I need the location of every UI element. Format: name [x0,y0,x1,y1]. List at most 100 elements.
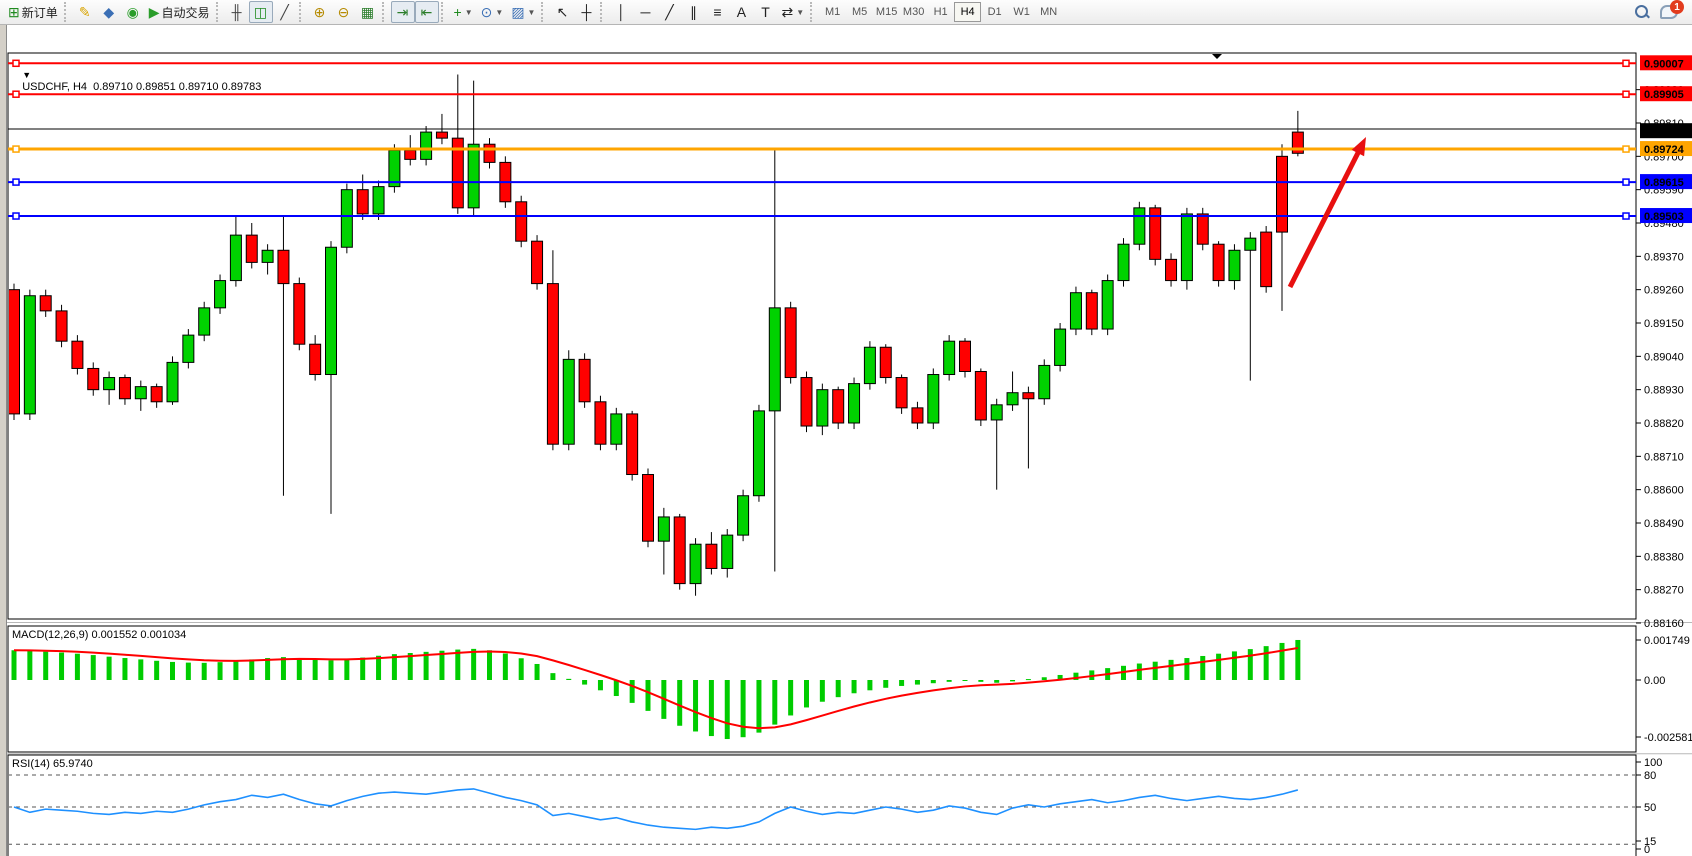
periods-button[interactable]: ⊙ ▼ [477,1,508,23]
bar-chart-icon: ╫ [231,4,242,20]
svg-text:0.89150: 0.89150 [1644,318,1684,330]
bar-chart-button[interactable]: ╫ [225,1,249,23]
fibonacci-icon: ≡ [713,4,722,20]
text-button[interactable]: A [729,1,753,23]
zoom-in-icon: ⊕ [313,4,326,20]
equidistant-channel-button[interactable]: ∥ [681,1,705,23]
line-chart-icon: ╱ [280,4,289,20]
autotrading-button-label: 自动交易 [161,5,210,20]
svg-text:0.89724: 0.89724 [1644,144,1685,156]
line-handle[interactable] [1622,212,1630,220]
timeframe-mn-button[interactable]: MN [1040,6,1058,18]
window-left-strip [0,25,7,856]
line-handle[interactable] [12,212,20,220]
auto-scroll-button[interactable]: ⇥ [390,1,415,23]
search-icon[interactable] [1634,4,1650,20]
indicators-button[interactable]: + ▼ [450,1,477,23]
line-handle[interactable] [1622,145,1630,153]
svg-text:15: 15 [1644,836,1656,848]
candlestick-chart-button[interactable]: ◫ [248,1,273,23]
arrows-icon: ⇄ [781,4,794,20]
svg-text:0.89503: 0.89503 [1644,211,1684,223]
svg-text:-0.002581: -0.002581 [1644,732,1692,744]
vertical-line-button[interactable]: │ [609,1,633,23]
candlestick-chart-icon: ◫ [253,4,268,20]
line-handle[interactable] [1622,90,1630,98]
signals-icon: ◉ [126,4,139,20]
timeframe-m30-button[interactable]: M30 [902,6,925,18]
trend-arrow-head[interactable] [1351,137,1366,157]
current-price-badge [1640,123,1692,139]
svg-text:0: 0 [1644,844,1650,856]
price-line-badge [1640,174,1692,190]
periods-icon: ⊙ [480,4,493,20]
autotrading-icon: ▶ [148,4,160,20]
svg-text:80: 80 [1644,770,1656,782]
toolbar-separator [381,2,389,22]
text-label-button[interactable]: T [753,1,777,23]
chart-window-marker-icon: ▼ [22,70,32,80]
line-handle[interactable] [1622,178,1630,186]
line-handle[interactable] [12,145,20,153]
timeframe-d1-button[interactable]: D1 [987,6,1002,18]
autotrading-button[interactable]: ▶ 自动交易 [145,1,214,23]
line-handle[interactable] [1622,59,1630,68]
timeframe-h1-button[interactable]: H1 [933,6,948,18]
chart-title: ▼ USDCHF, H4 0.89710 0.89851 0.89710 0.8… [10,57,261,105]
svg-text:0.88490: 0.88490 [1644,518,1684,530]
chart-canvas[interactable]: 0.899200.898100.897000.895900.894800.893… [0,25,1692,856]
chart-window: 0.899200.898100.897000.895900.894800.893… [0,25,1692,856]
styler-icon: ✎ [78,4,91,20]
rsi-pane[interactable] [7,754,1637,856]
arrows-button[interactable]: ⇄ ▼ [777,1,808,23]
line-handle[interactable] [12,59,20,68]
fibonacci-button[interactable]: ≡ [705,1,729,23]
svg-text:0.88160: 0.88160 [1644,618,1684,630]
line-chart-button[interactable]: ╱ [273,1,297,23]
timeframe-m1-button[interactable]: M1 [824,6,841,18]
svg-text:50: 50 [1644,802,1656,814]
chevron-down-icon: ▼ [796,7,805,17]
timeframe-m5-button[interactable]: M5 [851,6,868,18]
svg-text:0.88930: 0.88930 [1644,385,1684,397]
svg-text:0.89260: 0.89260 [1644,285,1684,297]
line-handle[interactable] [12,178,20,186]
trend-arrow[interactable] [1287,148,1362,289]
chart-menu-arrow-icon[interactable] [1212,54,1222,59]
chart-shift-icon: ⇤ [420,4,433,20]
timeframe-h4-button[interactable]: H4 [954,2,982,22]
styler-button[interactable]: ✎ [73,1,97,23]
svg-text:0.90007: 0.90007 [1644,58,1684,70]
svg-text:0.88270: 0.88270 [1644,585,1684,597]
text-icon: A [736,4,747,20]
symbol-ohlc-label: USDCHF, H4 0.89710 0.89851 0.89710 0.897… [22,81,262,93]
toolbar-separator [298,2,306,22]
timeframe-w1-button[interactable]: W1 [1013,6,1030,18]
signals-button[interactable]: ◉ [121,1,145,23]
zoom-in-button[interactable]: ⊕ [308,1,332,23]
new-order-button[interactable]: ⊞ 新订单 [4,1,62,23]
zoom-out-button[interactable]: ⊖ [332,1,356,23]
svg-text:0.00: 0.00 [1644,675,1665,687]
tile-windows-button[interactable]: ▦ [356,1,380,23]
toolbar-separator [810,2,817,22]
cursor-button[interactable]: ↖ [550,1,574,23]
trendline-button[interactable]: ╱ [657,1,681,23]
chart-shift-button[interactable]: ⇤ [414,1,439,23]
cursor-icon: ↖ [556,4,569,20]
line-handle[interactable] [12,90,20,98]
crosshair-button[interactable]: ┼ [574,1,598,23]
horizontal-line-button[interactable]: ─ [633,1,657,23]
trendline-icon: ╱ [665,4,674,20]
templates-button[interactable]: ▨ ▼ [507,1,539,23]
chat-icon[interactable]: 1 [1660,0,1684,19]
svg-text:0.88600: 0.88600 [1644,485,1684,497]
main-toolbar: ⊞ 新订单 ✎ ◆ ◉ ▶ 自动交易 ╫ ◫ ╱ ⊕ ⊖ ▦ ⇥ ⇤ + ▼ ⊙ ▼ ▨ ▼ ↖ ┼ │ ─ ╱ ∥ ≡ A T ⇄ ▼ M1 M… [0,0,1692,25]
main-price-pane[interactable] [7,52,1637,620]
metaeditor-button[interactable]: ◆ [97,1,121,23]
price-line-badge [1640,141,1692,157]
timeframe-m15-button[interactable]: M15 [875,6,898,18]
price-axis[interactable]: 0.899200.898100.897000.895900.894800.893… [1636,85,1692,856]
toolbar-separator [215,2,223,22]
new-order-icon: ⊞ [8,4,20,20]
